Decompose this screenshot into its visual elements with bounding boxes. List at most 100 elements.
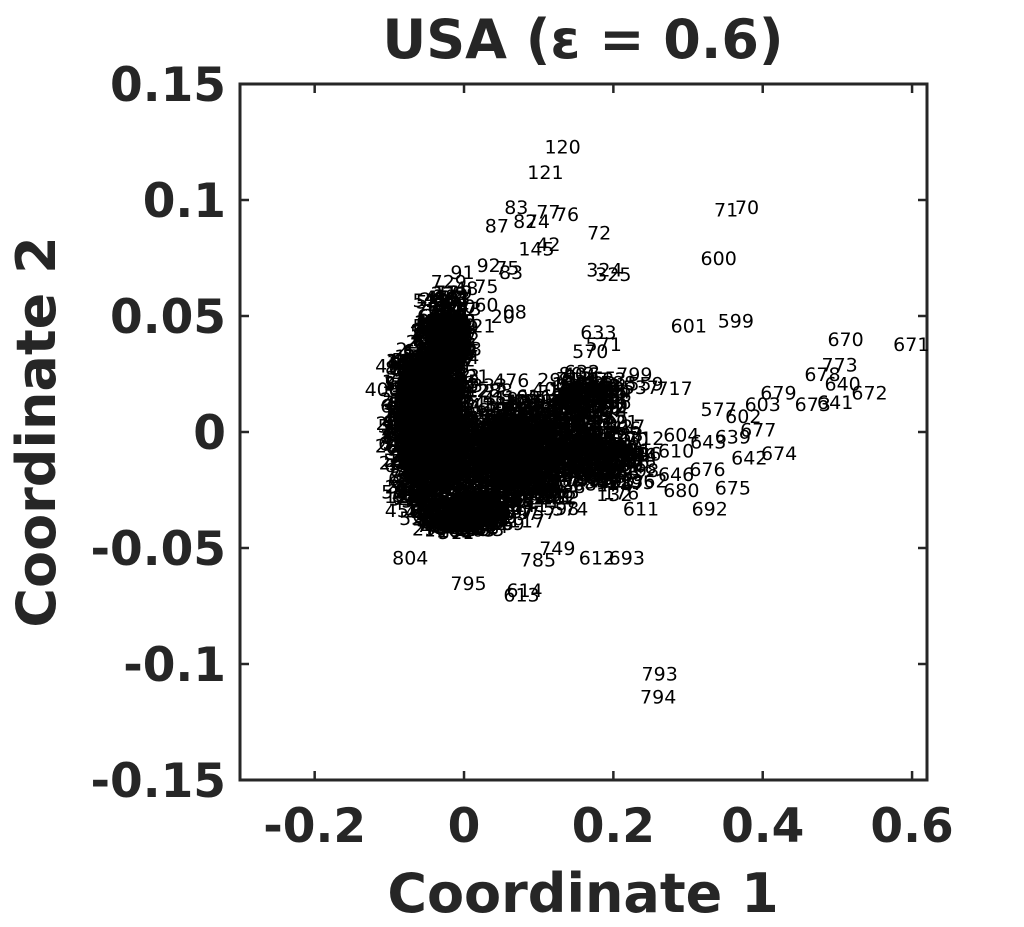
cluster-point-label: 526 — [413, 433, 449, 455]
cluster-point-label: 719 — [411, 357, 447, 379]
cluster-point-label: 803 — [431, 474, 467, 496]
cluster-point-label: 221 — [397, 397, 433, 419]
cluster-point-label: 268 — [428, 345, 464, 367]
cluster-point-label: 541 — [428, 363, 464, 385]
cluster-point-label: 440 — [423, 389, 459, 411]
cluster-point-label: 615 — [413, 461, 449, 483]
y-tick-label: 0.1 — [143, 174, 226, 229]
point-label: 325 — [595, 264, 631, 286]
cluster-point-label: 277 — [411, 390, 447, 412]
cluster-point-label: 674 — [414, 354, 450, 376]
cluster-point-label: 675 — [404, 424, 440, 446]
cluster-point-label: 342 — [393, 352, 429, 374]
cluster-point-label: 805 — [421, 396, 457, 418]
point-label: 632 — [564, 362, 600, 384]
cluster-point-label: 415 — [401, 371, 437, 393]
cluster-point-label: 144 — [413, 382, 449, 404]
cluster-point-label: 393 — [395, 452, 431, 474]
cluster-point-label: 401 — [409, 420, 445, 442]
y-tick-label: -0.05 — [91, 522, 226, 577]
cluster-point-label: 349 — [399, 380, 435, 402]
chart-title: USA (ε = 0.6) — [382, 8, 783, 71]
cluster-point-label: 411 — [407, 458, 443, 480]
cluster-point-label: 754 — [420, 430, 456, 452]
cluster-point-label: 768 — [402, 451, 438, 473]
cluster-point-label: 524 — [378, 415, 414, 437]
cluster-point-label: 24 — [570, 439, 594, 461]
cluster-point-label: 300 — [409, 468, 445, 490]
cluster-point-label: 509 — [400, 419, 436, 441]
cluster-point-label: 69 — [424, 454, 448, 476]
cluster-point-label: 526 — [389, 429, 425, 451]
cluster-point-label: 744 — [424, 396, 460, 418]
x-tick-label: 0 — [448, 799, 481, 854]
cluster-point-label: 614 — [409, 402, 445, 424]
cluster-point-label: 653 — [417, 389, 453, 411]
cluster-point-label: 315 — [412, 466, 448, 488]
cluster-point-label: 361 — [413, 386, 449, 408]
cluster-point-label: 521 — [425, 346, 461, 368]
point-label: 671 — [893, 334, 929, 356]
point-label: 706 — [595, 392, 631, 414]
cluster-point-label: 468 — [406, 405, 442, 427]
cluster-point-label: 482 — [418, 443, 454, 465]
cluster-point-label: 759 — [428, 460, 464, 482]
cluster-point-label: 279 — [380, 389, 416, 411]
cluster-point-label: 552 — [427, 400, 463, 422]
point-label: 599 — [718, 311, 754, 333]
cluster-point-label: 434 — [444, 450, 480, 472]
cluster-point-label: 180 — [425, 392, 461, 414]
y-tick-label: -0.1 — [123, 638, 226, 693]
cluster-point-label: 395 — [413, 391, 449, 413]
cluster-point-label: 473 — [430, 445, 466, 467]
x-tick-label: 0.4 — [721, 799, 804, 854]
cluster-point-label: 736 — [413, 399, 449, 421]
cluster-point-label: 759 — [407, 406, 443, 428]
cluster-point-label: 148 — [413, 378, 449, 400]
cluster-point-label: 550 — [418, 413, 454, 435]
cluster-point-label: 458 — [415, 416, 451, 438]
point-label: 74 — [526, 211, 550, 233]
cluster-point-label: 410 — [415, 372, 451, 394]
cluster-point-label: 269 — [428, 392, 464, 414]
y-tick-label: -0.15 — [91, 754, 226, 809]
cluster-point-label: 687 — [413, 425, 449, 447]
cluster-point-label: 413 — [412, 415, 448, 437]
cluster-point-label: 769 — [434, 469, 470, 491]
cluster-point-label: 85 — [412, 397, 436, 419]
cluster-point-label: 243 — [443, 374, 479, 396]
cluster-point-label: 418 — [436, 339, 472, 361]
x-axis-label: Coordinate 1 — [387, 862, 778, 925]
cluster-point-label: 784 — [428, 417, 464, 439]
cluster-point-label: 749 — [389, 465, 425, 487]
cluster-point-label: 240 — [416, 425, 452, 447]
cluster-point-label: 328 — [427, 420, 463, 442]
cluster-point-label: 787 — [390, 405, 426, 427]
cluster-point-label: 721 — [382, 421, 418, 443]
cluster-point-label: 570 — [415, 411, 451, 433]
cluster-point-label: 91 — [409, 382, 433, 404]
cluster-point-label: 155 — [399, 453, 435, 475]
point-label: 693 — [609, 547, 645, 569]
cluster-point-label: 660 — [418, 432, 454, 454]
cluster-point-label: 403 — [543, 481, 579, 503]
cluster-point-label: 34 — [426, 379, 450, 401]
cluster-point-label: 820 — [403, 377, 439, 399]
point-label: 692 — [692, 499, 728, 521]
cluster-point-label: 61 — [406, 369, 430, 391]
cluster-point-label: 642 — [412, 330, 448, 352]
cluster-point-label: 398 — [425, 375, 461, 397]
cluster-point-label: 733 — [414, 442, 450, 464]
cluster-point-label: 374 — [413, 369, 449, 391]
cluster-point-label: 408 — [442, 459, 478, 481]
cluster-point-label: 545 — [434, 421, 470, 443]
cluster-point-label: 19 — [436, 410, 460, 432]
point-label: 613 — [503, 584, 539, 606]
cluster-point-label: 20 — [375, 436, 399, 458]
cluster-point-label: 708 — [430, 444, 466, 466]
point-label: 08 — [503, 301, 527, 323]
cluster-point-label: 812 — [393, 410, 429, 432]
cluster-point-label: 503 — [407, 438, 443, 460]
cluster-point-label: 382 — [401, 401, 437, 423]
cluster-point-label: 579 — [410, 399, 446, 421]
